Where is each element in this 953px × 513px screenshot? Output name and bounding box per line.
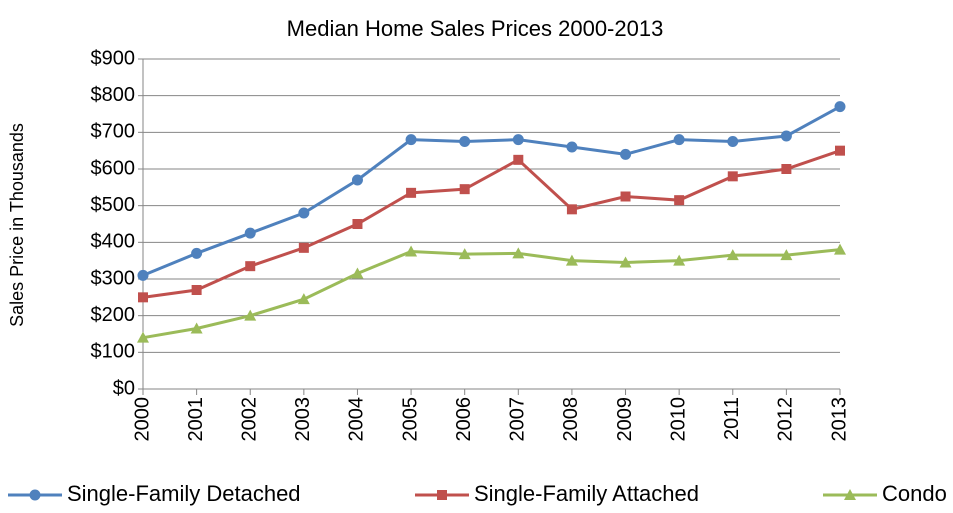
x-tick-label: 2005 <box>399 397 421 442</box>
point <box>727 171 738 182</box>
point <box>138 292 148 303</box>
point <box>459 136 471 147</box>
point <box>566 141 578 153</box>
point <box>352 219 363 229</box>
y-tick-label: $500 <box>91 194 136 216</box>
point <box>673 134 685 146</box>
point <box>29 489 41 501</box>
series-line <box>142 149 841 299</box>
point <box>297 293 310 305</box>
point <box>406 187 417 198</box>
legend-label: Single-Family Attached <box>474 481 699 506</box>
point <box>298 242 309 253</box>
x-tick-label: 2001 <box>185 397 207 442</box>
point <box>834 243 846 255</box>
series-line <box>142 105 841 277</box>
point <box>835 145 845 156</box>
y-tick-label: $0 <box>113 377 135 399</box>
point <box>351 267 364 279</box>
point <box>351 174 363 186</box>
point <box>405 134 417 146</box>
point <box>781 164 792 174</box>
point <box>191 247 203 259</box>
point <box>137 331 149 343</box>
point <box>566 204 577 215</box>
point <box>512 247 525 259</box>
y-tick-label: $300 <box>91 267 136 289</box>
point <box>244 309 257 321</box>
x-tick-label: 2012 <box>775 397 797 442</box>
y-tick-label: $900 <box>91 47 136 69</box>
y-tick-label: $700 <box>91 121 136 143</box>
x-tick-label: 2006 <box>453 397 475 442</box>
x-tick-label: 2008 <box>560 397 582 442</box>
y-tick-label: $200 <box>91 304 136 326</box>
point <box>190 322 203 334</box>
point <box>780 249 793 261</box>
y-axis-label: Sales Price in Thousands <box>7 123 27 327</box>
x-tick-label: 2007 <box>507 397 529 442</box>
legend-label: Condo <box>882 481 947 506</box>
point <box>565 254 578 266</box>
point <box>245 261 256 272</box>
y-tick-label: $400 <box>91 231 136 253</box>
legend-label: Single-Family Detached <box>67 481 301 506</box>
y-tick-label: $800 <box>91 84 136 106</box>
x-tick-label: 2003 <box>292 397 314 442</box>
point <box>137 269 149 281</box>
point <box>674 195 685 206</box>
point <box>619 256 632 268</box>
point <box>437 490 447 500</box>
chart-title: Median Home Sales Prices 2000-2013 <box>287 16 664 41</box>
point <box>244 227 256 239</box>
x-tick-label: 2000 <box>131 397 153 442</box>
point <box>512 134 524 146</box>
y-tick-label: $600 <box>91 157 136 179</box>
point <box>191 285 202 295</box>
x-tick-label: 2002 <box>239 397 261 442</box>
point <box>458 248 471 260</box>
point <box>620 148 632 160</box>
y-tick-label: $100 <box>91 341 136 363</box>
point <box>844 489 856 500</box>
point <box>620 191 631 202</box>
point <box>726 249 739 261</box>
series-line <box>142 248 841 340</box>
point <box>513 154 524 165</box>
x-tick-label: 2013 <box>828 397 850 442</box>
point <box>405 245 418 257</box>
point <box>459 184 470 195</box>
point <box>727 136 739 147</box>
point <box>834 101 846 113</box>
x-tick-label: 2004 <box>346 397 368 442</box>
point <box>780 130 792 142</box>
point <box>673 254 686 266</box>
x-tick-label: 2010 <box>667 397 689 442</box>
x-tick-label: 2009 <box>614 397 636 442</box>
point <box>298 207 310 219</box>
x-tick-label: 2011 <box>721 397 743 440</box>
